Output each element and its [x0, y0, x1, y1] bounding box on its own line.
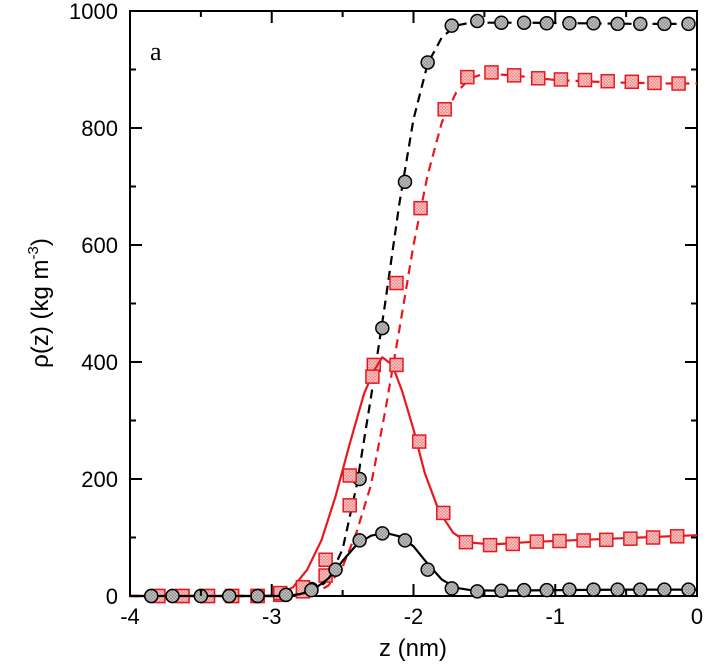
- data-point: [577, 72, 593, 88]
- x-tick-label: -4: [120, 604, 140, 629]
- data-point: [484, 65, 499, 80]
- data-point: [444, 581, 460, 596]
- data-point: [576, 533, 591, 548]
- data-point: [539, 582, 554, 598]
- data-point: [681, 16, 696, 32]
- data-point: [411, 434, 427, 449]
- data-point: [389, 357, 404, 373]
- data-point: [328, 562, 343, 577]
- data-point: [278, 587, 294, 603]
- data-point: [516, 582, 532, 598]
- data-point: [552, 533, 567, 549]
- data-point: [165, 588, 180, 604]
- data-point: [342, 498, 357, 513]
- x-tick-label: 0: [691, 604, 703, 629]
- x-tick-label: -2: [404, 604, 424, 629]
- data-point: [420, 55, 435, 70]
- data-point: [657, 16, 672, 32]
- data-point: [420, 562, 435, 577]
- x-axis-ticks: -4 -3 -2 -1 0: [120, 11, 703, 629]
- y-axis-label-close: ): [27, 238, 54, 246]
- data-point: [657, 582, 672, 597]
- data-point: [437, 102, 452, 117]
- series-line: [130, 21, 697, 598]
- x-axis-label: z (nm): [379, 635, 447, 662]
- data-point: [352, 533, 367, 548]
- y-tick-label: 0: [106, 584, 118, 609]
- data-point: [647, 75, 662, 91]
- y-axis-label-superscript: -3: [25, 246, 42, 259]
- data-point: [599, 532, 614, 548]
- series-red-solid-squares: [130, 356, 698, 604]
- data-point: [413, 200, 428, 216]
- data-point: [494, 15, 509, 30]
- data-point: [505, 536, 520, 552]
- data-point: [633, 16, 648, 32]
- data-point: [586, 582, 601, 597]
- data-point: [669, 529, 685, 544]
- data-point: [516, 15, 532, 30]
- x-tick-label: -1: [545, 604, 565, 629]
- panel-label: a: [150, 37, 162, 66]
- y-tick-label: 400: [81, 350, 118, 375]
- x-tick-label: -3: [262, 604, 282, 629]
- data-point: [144, 588, 159, 604]
- series-black-dashed-circles: [130, 13, 697, 604]
- data-point: [221, 588, 237, 604]
- data-point: [375, 526, 390, 541]
- y-tick-label: 600: [81, 233, 118, 258]
- data-point: [562, 582, 577, 597]
- data-point: [444, 18, 460, 33]
- data-point: [624, 74, 640, 90]
- data-point: [460, 69, 475, 85]
- data-point: [529, 534, 545, 549]
- y-axis-ticks: 0 200 400 600 800 1000: [69, 0, 697, 609]
- data-point: [375, 320, 390, 336]
- data-point: [633, 582, 648, 597]
- series-red-dashed-squares: [130, 65, 697, 604]
- data-point: [482, 537, 498, 553]
- data-point: [365, 369, 380, 384]
- data-point: [539, 16, 554, 31]
- data-point: [623, 531, 638, 546]
- y-tick-label: 800: [81, 116, 118, 141]
- y-tick-label: 200: [81, 467, 118, 492]
- data-point: [304, 582, 319, 598]
- data-point: [681, 582, 696, 597]
- data-point: [671, 76, 686, 91]
- data-point: [600, 73, 615, 89]
- data-point: [470, 13, 485, 29]
- data-point: [610, 16, 625, 32]
- y-axis-label: ρ(z) (kg m-3): [25, 238, 54, 368]
- data-point: [586, 16, 601, 31]
- data-point: [610, 582, 625, 597]
- data-point: [397, 174, 413, 190]
- data-point: [645, 530, 661, 545]
- data-point: [494, 583, 509, 598]
- data-point: [318, 552, 333, 567]
- y-axis-label-main: ρ(z) (kg m: [27, 260, 54, 368]
- series-layer: [130, 13, 698, 604]
- data-point: [562, 16, 577, 31]
- y-tick-label: 1000: [69, 0, 118, 24]
- data-point: [342, 468, 357, 483]
- data-point: [506, 68, 522, 83]
- data-point: [397, 533, 413, 548]
- data-point: [530, 71, 546, 86]
- series-black-solid-circles: [130, 526, 697, 604]
- series-line: [130, 356, 698, 598]
- data-point: [470, 584, 485, 599]
- data-point: [389, 275, 404, 291]
- data-point: [458, 534, 474, 550]
- series-line: [130, 72, 697, 598]
- data-point: [250, 588, 265, 604]
- plot-frame: [129, 10, 698, 597]
- data-point: [553, 72, 569, 87]
- data-point: [436, 505, 451, 521]
